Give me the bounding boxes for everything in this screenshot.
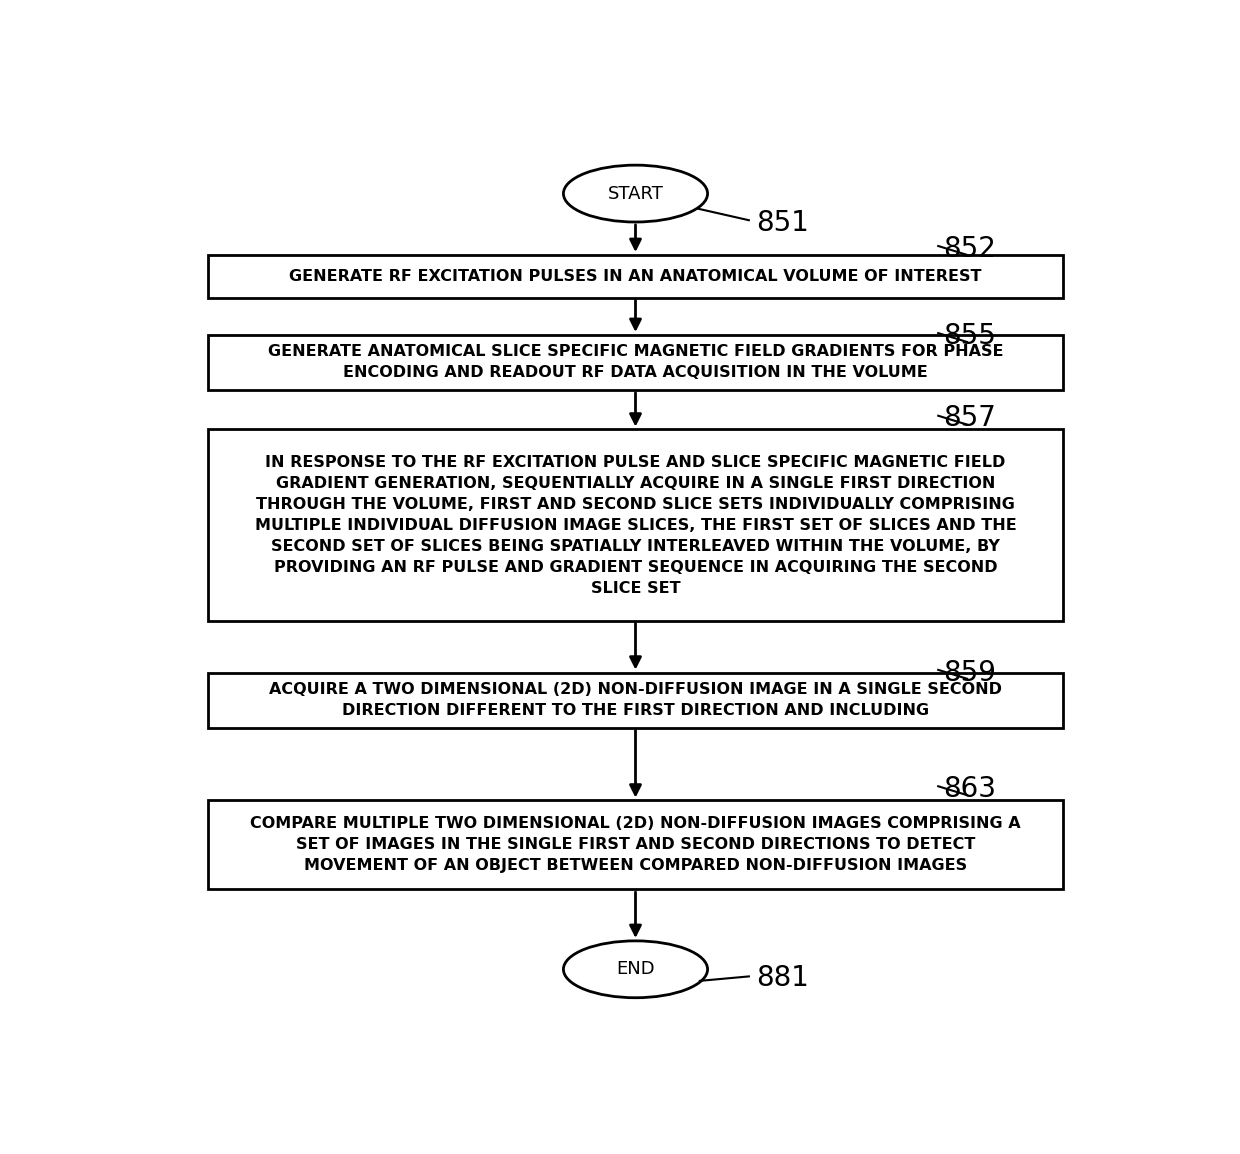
Text: ACQUIRE A TWO DIMENSIONAL (2D) NON-DIFFUSION IMAGE IN A SINGLE SECOND
DIRECTION : ACQUIRE A TWO DIMENSIONAL (2D) NON-DIFFU… xyxy=(269,682,1002,718)
Ellipse shape xyxy=(563,165,708,222)
Text: 863: 863 xyxy=(942,775,996,803)
Text: GENERATE ANATOMICAL SLICE SPECIFIC MAGNETIC FIELD GRADIENTS FOR PHASE
ENCODING A: GENERATE ANATOMICAL SLICE SPECIFIC MAGNE… xyxy=(268,344,1003,381)
Text: 855: 855 xyxy=(942,322,996,350)
Text: COMPARE MULTIPLE TWO DIMENSIONAL (2D) NON-DIFFUSION IMAGES COMPRISING A
SET OF I: COMPARE MULTIPLE TWO DIMENSIONAL (2D) NO… xyxy=(250,816,1021,874)
Text: GENERATE RF EXCITATION PULSES IN AN ANATOMICAL VOLUME OF INTEREST: GENERATE RF EXCITATION PULSES IN AN ANAT… xyxy=(289,269,982,284)
FancyBboxPatch shape xyxy=(208,335,1063,390)
Text: START: START xyxy=(608,185,663,203)
Text: 852: 852 xyxy=(942,234,996,263)
FancyBboxPatch shape xyxy=(208,673,1063,728)
Text: 851: 851 xyxy=(755,209,808,237)
Text: 857: 857 xyxy=(942,404,996,433)
Text: IN RESPONSE TO THE RF EXCITATION PULSE AND SLICE SPECIFIC MAGNETIC FIELD
GRADIEN: IN RESPONSE TO THE RF EXCITATION PULSE A… xyxy=(254,455,1017,595)
FancyBboxPatch shape xyxy=(208,801,1063,890)
Text: 881: 881 xyxy=(755,965,808,992)
Text: END: END xyxy=(616,960,655,979)
FancyBboxPatch shape xyxy=(208,255,1063,298)
Ellipse shape xyxy=(563,941,708,998)
Text: 859: 859 xyxy=(942,659,996,687)
FancyBboxPatch shape xyxy=(208,429,1063,621)
